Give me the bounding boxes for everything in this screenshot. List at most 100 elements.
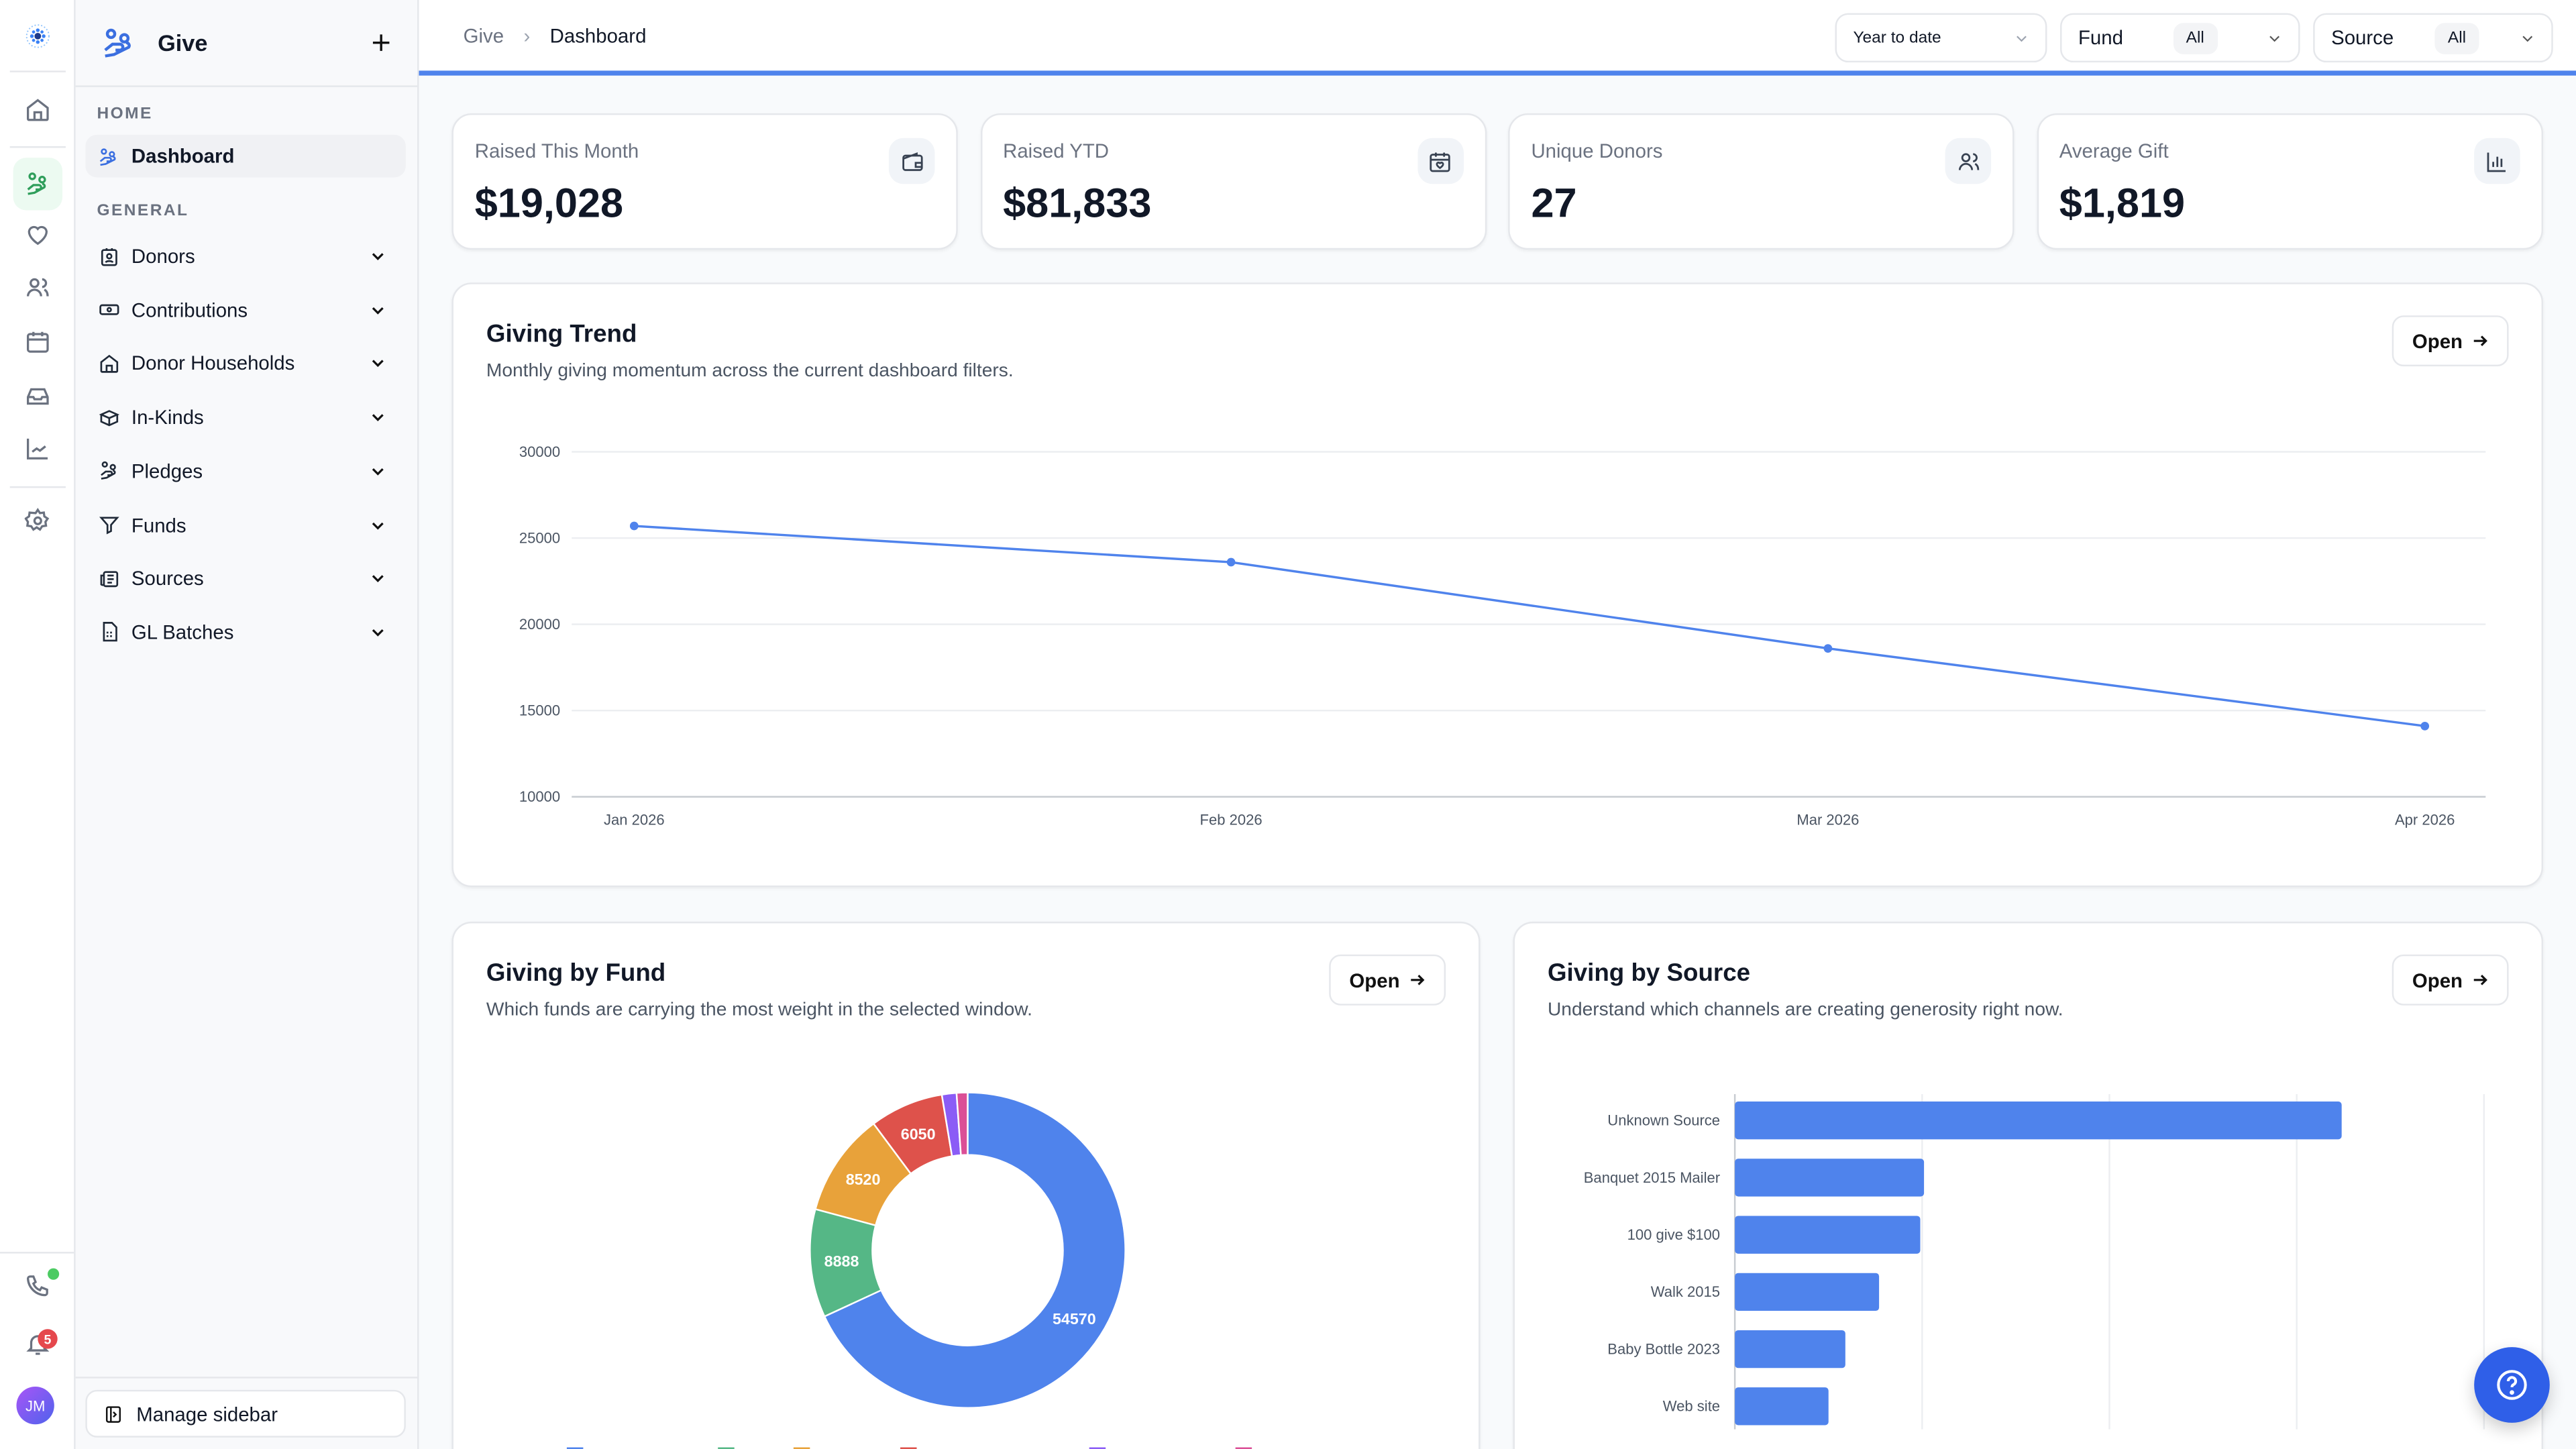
rail-divider (9, 70, 66, 72)
sidebar-panel-icon (105, 1405, 121, 1422)
chevron-down-icon[interactable] (370, 570, 386, 586)
heart-icon[interactable] (13, 213, 62, 256)
org-logo-icon[interactable] (13, 15, 62, 58)
source-bar[interactable] (1735, 1330, 1845, 1368)
bar-category-label: Banquet 2015 Mailer (1584, 1169, 1720, 1186)
chevron-down-icon (2017, 35, 2027, 42)
rail-divider (9, 146, 66, 148)
user-avatar[interactable]: JM (16, 1386, 54, 1425)
manage-sidebar-button[interactable]: Manage sidebar (85, 1389, 406, 1438)
fund-filter-select[interactable]: Fund All (2060, 13, 2300, 63)
y-tick-label: 30000 (519, 443, 560, 460)
x-tick-label: Jan 2026 (604, 811, 665, 828)
kpi-value: $1,819 (2059, 180, 2186, 227)
trend-point[interactable] (2420, 721, 2430, 731)
users-icon (1945, 138, 1992, 184)
giving-by-source-bar-chart: Unknown Source Banquet 2015 Mailer 100 giv… (1584, 1094, 2485, 1430)
kpi-card-average-gift: Average Gift $1,819 (2036, 113, 2542, 250)
line-chart-icon[interactable] (13, 427, 62, 470)
kpi-value: $81,833 (1003, 180, 1152, 227)
help-question-icon (2497, 1370, 2527, 1400)
sidebar: Give HOME Dashboard GENERAL Donors Contr… (75, 0, 419, 1449)
source-bar[interactable] (1735, 1387, 1829, 1426)
calendar-icon[interactable] (13, 321, 62, 364)
filter-icon (99, 517, 119, 535)
chevron-down-icon[interactable] (370, 248, 386, 264)
sidebar-item-label: Sources (131, 567, 204, 590)
kpi-card-raised-ytd: Raised YTD $81,833 (979, 113, 1487, 250)
giving-by-source-open-button[interactable]: Open (2392, 954, 2509, 1006)
period-select[interactable]: Year to date (1835, 13, 2047, 63)
settings-gear-icon[interactable] (13, 499, 62, 542)
phone-icon[interactable] (13, 1265, 62, 1308)
kpi-card-unique-donors: Unique Donors 27 (1508, 113, 2015, 250)
source-filter-select[interactable]: Source All (2313, 13, 2553, 63)
give-hand-icon[interactable] (13, 158, 63, 211)
chevron-down-icon[interactable] (370, 463, 386, 479)
chevron-down-icon[interactable] (370, 517, 386, 533)
chevron-down-icon[interactable] (370, 302, 386, 318)
source-bar[interactable] (1735, 1102, 2342, 1140)
breadcrumb-give[interactable]: Give (463, 23, 504, 47)
chevron-down-icon[interactable] (370, 409, 386, 425)
trend-point[interactable] (1823, 644, 1833, 653)
legend-swatch (793, 1447, 810, 1449)
home-icon[interactable] (13, 89, 62, 131)
add-plus-icon[interactable] (371, 33, 390, 52)
sidebar-item-sources[interactable]: Sources (85, 557, 406, 600)
sidebar-item-dashboard[interactable]: Dashboard (85, 134, 406, 178)
bar-chart-icon (2473, 138, 2520, 184)
trend-point[interactable] (1226, 557, 1236, 567)
giving-by-fund-subtitle: Which funds are carrying the most weight… (486, 1000, 1032, 1020)
chevron-down-icon[interactable] (370, 624, 386, 640)
source-bar[interactable] (1735, 1159, 1925, 1197)
slice-label: 8888 (824, 1252, 859, 1270)
giving-trend-card: Giving Trend Monthly giving momentum acr… (451, 282, 2544, 888)
arrow-right-icon (1411, 974, 1425, 985)
open-label: Open (2412, 968, 2463, 991)
sidebar-item-label: Dashboard (131, 144, 235, 168)
source-filter-label: Source (2331, 26, 2394, 50)
giving-by-fund-title: Giving by Fund (486, 959, 666, 987)
donut-slice[interactable] (823, 1091, 1126, 1409)
x-tick-label: Feb 2026 (1200, 811, 1263, 828)
hand-heart-icon (99, 148, 116, 165)
sidebar-item-funds[interactable]: Funds (85, 504, 406, 547)
y-tick-label: 25000 (519, 529, 560, 546)
chevron-down-icon (2269, 35, 2279, 42)
bar-category-label: 100 give $100 (1627, 1226, 1720, 1243)
kpi-card-raised-this-month: Raised This Month $19,028 (451, 113, 958, 250)
open-label: Open (2412, 329, 2463, 353)
sidebar-item-in-kinds[interactable]: In-Kinds (85, 396, 406, 439)
sidebar-item-pledges[interactable]: Pledges (85, 450, 406, 493)
sidebar-item-gl-batches[interactable]: GL Batches (85, 611, 406, 654)
slice-label: 8520 (846, 1171, 881, 1188)
sidebar-item-donor-households[interactable]: Donor Households (85, 342, 406, 385)
id-badge-icon (101, 247, 117, 266)
giving-trend-open-button[interactable]: Open (2392, 315, 2509, 367)
fund-filter-value: All (2173, 22, 2218, 54)
rail-divider (0, 1252, 74, 1254)
donut-slice[interactable] (955, 1091, 969, 1157)
users-icon[interactable] (13, 266, 62, 309)
x-tick-label: Mar 2026 (1796, 811, 1859, 828)
giving-by-fund-open-button[interactable]: Open (1330, 954, 1446, 1006)
chevron-down-icon[interactable] (370, 356, 386, 372)
sidebar-item-donors[interactable]: Donors (85, 235, 406, 278)
legend-swatch (566, 1447, 584, 1449)
source-bar[interactable] (1735, 1216, 1921, 1254)
giving-by-fund-donut-chart: 54570 8888 8520 6050 (566, 1091, 1252, 1449)
inbox-icon[interactable] (13, 374, 62, 417)
give-logo-icon (104, 28, 131, 58)
trend-point[interactable] (629, 521, 639, 531)
giving-by-source-card: Giving by Source Understand which channe… (1513, 921, 2544, 1449)
notification-badge: 5 (38, 1329, 58, 1349)
sidebar-item-label: GL Batches (131, 621, 234, 644)
giving-trend-title: Giving Trend (486, 320, 637, 349)
x-tick-label: Apr 2026 (2395, 811, 2455, 828)
box-icon (99, 409, 120, 426)
source-bar[interactable] (1735, 1273, 1880, 1311)
legend-swatch (1089, 1447, 1106, 1449)
sidebar-item-contributions[interactable]: Contributions (85, 288, 406, 331)
help-button[interactable] (2474, 1347, 2550, 1423)
